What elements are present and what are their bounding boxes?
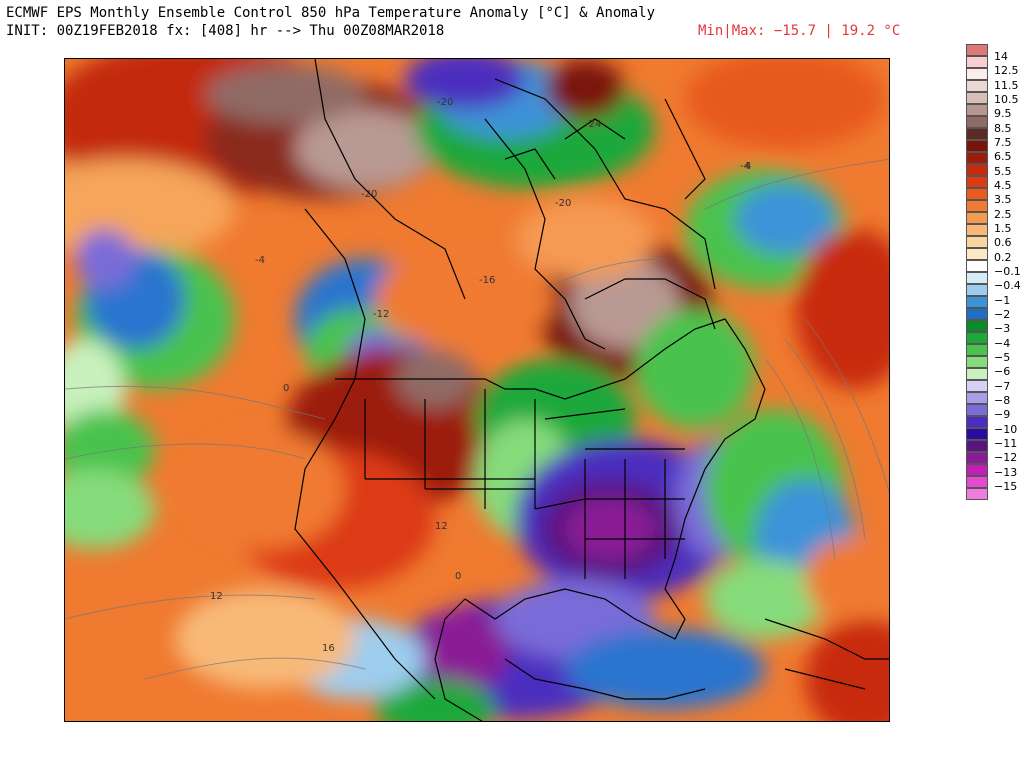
anomaly-map: -20 -20 -24 -20 -16 -12 -4 0 -4 12 12 16… xyxy=(64,58,890,722)
legend-swatch xyxy=(966,416,988,428)
legend-swatch xyxy=(966,440,988,452)
legend-label: −1 xyxy=(994,293,1011,307)
legend-swatch xyxy=(966,44,988,56)
map-title: ECMWF EPS Monthly Ensemble Control 850 h… xyxy=(6,5,656,21)
legend-swatch xyxy=(966,80,988,92)
legend-label: −8 xyxy=(994,393,1011,407)
legend-swatch xyxy=(966,92,988,104)
legend-label: −15 xyxy=(994,479,1018,493)
contour-label: -20 xyxy=(555,198,571,209)
contour-label: -20 xyxy=(361,189,377,200)
legend-label: −11 xyxy=(994,436,1018,450)
contour-label: 4 xyxy=(745,161,751,172)
legend-label: 12.5 xyxy=(994,64,1019,78)
legend-swatch xyxy=(966,104,988,116)
legend-label: −0.1 xyxy=(994,265,1021,278)
legend-swatch xyxy=(966,356,988,368)
legend-swatch xyxy=(966,380,988,392)
contour-label-group: -20 -20 -24 -20 -16 -12 -4 0 -4 12 12 16… xyxy=(210,97,751,654)
legend-label: 10.5 xyxy=(994,93,1019,107)
contour-lines xyxy=(65,158,889,680)
anomaly-field: -20 -20 -24 -20 -16 -12 -4 0 -4 12 12 16… xyxy=(65,59,889,721)
legend-label: 2.5 xyxy=(994,207,1012,221)
contour-label: 0 xyxy=(283,383,289,394)
legend-label: −6 xyxy=(994,365,1011,379)
legend-swatch xyxy=(966,392,988,404)
legend-swatch xyxy=(966,128,988,140)
legend-swatch xyxy=(966,272,988,284)
legend-label: −10 xyxy=(994,422,1018,436)
legend-label: 3.5 xyxy=(994,193,1012,207)
contour-label: 0 xyxy=(455,571,461,582)
legend-swatch xyxy=(966,200,988,212)
legend-swatch xyxy=(966,260,988,272)
contour-label: 12 xyxy=(435,521,448,532)
legend-label: 4.5 xyxy=(994,179,1012,193)
legend-label: −9 xyxy=(994,408,1011,422)
min-max-readout: Min|Max: −15.7 | 19.2 °C xyxy=(698,23,901,39)
legend-swatch xyxy=(966,56,988,68)
legend-swatch xyxy=(966,308,988,320)
legend-label: 0.6 xyxy=(994,236,1012,250)
legend-swatch xyxy=(966,224,988,236)
legend-label: 14 xyxy=(994,50,1008,64)
legend-swatch xyxy=(966,236,988,248)
legend-label: −7 xyxy=(994,379,1011,393)
legend-swatch xyxy=(966,212,988,224)
legend-swatch xyxy=(966,152,988,164)
legend-swatch xyxy=(966,452,988,464)
legend-swatch xyxy=(966,248,988,260)
legend-swatch xyxy=(966,116,988,128)
legend-swatch xyxy=(966,176,988,188)
legend-swatch xyxy=(966,164,988,176)
contour-label: -12 xyxy=(373,309,389,320)
legend-swatch xyxy=(966,140,988,152)
legend-swatch xyxy=(966,284,988,296)
legend-label: 9.5 xyxy=(994,107,1012,121)
legend-label: 8.5 xyxy=(994,121,1012,135)
contour-label: -4 xyxy=(740,161,750,172)
legend-swatch xyxy=(966,332,988,344)
legend-label: 1.5 xyxy=(994,222,1012,236)
legend-swatch xyxy=(966,404,988,416)
contour-label: 16 xyxy=(322,643,335,654)
legend-label: −3 xyxy=(994,322,1011,336)
legend-swatch xyxy=(966,368,988,380)
legend-label: 0.2 xyxy=(994,250,1012,264)
legend-label: −12 xyxy=(994,451,1018,465)
init-line: INIT: 00Z19FEB2018 fx: [408] hr --> Thu … xyxy=(6,23,445,39)
legend-label: −13 xyxy=(994,465,1018,479)
legend-label: −2 xyxy=(994,307,1011,321)
legend-label: 6.5 xyxy=(994,150,1012,164)
contour-label: -4 xyxy=(255,255,265,266)
legend-swatch xyxy=(966,188,988,200)
legend-swatch xyxy=(966,428,988,440)
legend-label: 7.5 xyxy=(994,136,1012,150)
legend-label: 11.5 xyxy=(994,78,1019,92)
legend-swatch xyxy=(966,476,988,488)
contour-label: 12 xyxy=(210,591,223,602)
legend-label: −4 xyxy=(994,336,1011,350)
legend-swatch xyxy=(966,320,988,332)
legend-label: 5.5 xyxy=(994,164,1012,178)
legend-label: −0.4 xyxy=(994,279,1021,293)
legend-label: −5 xyxy=(994,350,1011,364)
geographic-borders xyxy=(294,59,889,721)
legend-swatch xyxy=(966,488,988,500)
legend-swatch xyxy=(966,464,988,476)
legend-swatch xyxy=(966,344,988,356)
legend-swatch xyxy=(966,296,988,308)
contour-label: -16 xyxy=(479,275,495,286)
contour-label: -24 xyxy=(585,119,601,130)
legend-swatch xyxy=(966,68,988,80)
contour-label: -20 xyxy=(437,97,453,108)
